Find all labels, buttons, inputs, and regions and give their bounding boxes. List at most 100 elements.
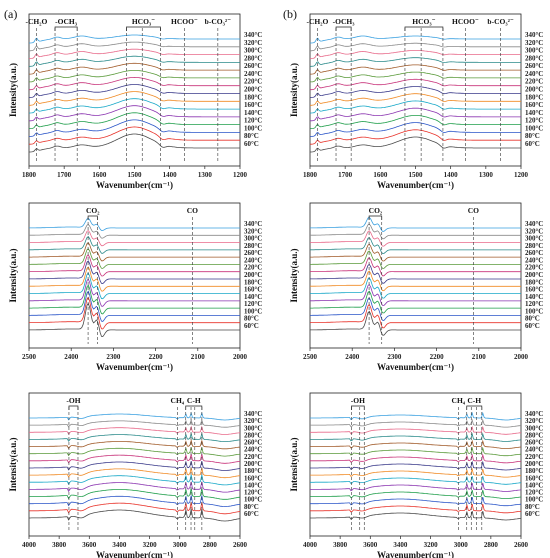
legend-label: 220°C bbox=[525, 453, 543, 461]
spectrum-line bbox=[309, 100, 521, 114]
legend-label: 220°C bbox=[244, 78, 262, 86]
legend-label: 320°C bbox=[525, 39, 543, 47]
spectrum-line bbox=[29, 41, 240, 52]
spectrum-line bbox=[310, 42, 521, 52]
legend-label: 60°C bbox=[525, 322, 540, 330]
legend-label: 180°C bbox=[525, 278, 543, 286]
x-tick-label: 1400 bbox=[163, 171, 178, 179]
legend-label: 80°C bbox=[244, 132, 259, 140]
spectrum-line bbox=[310, 460, 522, 471]
spectrum-line bbox=[29, 266, 240, 292]
spectrum-line bbox=[310, 216, 521, 232]
legend-label: 200°C bbox=[525, 86, 543, 94]
spectrum-line bbox=[310, 115, 521, 129]
annotation-bracket bbox=[351, 405, 365, 410]
spectrum-line bbox=[310, 78, 521, 91]
annotation-label: HCO₃⁻ bbox=[412, 17, 435, 26]
x-tick-label: 3800 bbox=[333, 541, 348, 549]
annotation-bracket bbox=[368, 215, 383, 220]
legend-label: 120°C bbox=[244, 300, 262, 308]
x-tick-label: 1200 bbox=[514, 171, 529, 179]
annotation-bracket bbox=[185, 405, 203, 410]
legend-label: 160°C bbox=[525, 286, 543, 294]
x-tick-label: 3000 bbox=[454, 541, 469, 549]
legend-label: 300°C bbox=[244, 235, 262, 243]
spectrum-line bbox=[29, 260, 240, 285]
legend-label: 180°C bbox=[525, 93, 543, 101]
legend-label: 220°C bbox=[244, 453, 262, 461]
legend-label: 120°C bbox=[525, 300, 543, 308]
annotation-label: CO bbox=[468, 206, 479, 215]
spectrum-line bbox=[310, 284, 521, 306]
legend-label: 280°C bbox=[244, 54, 262, 62]
annotation-label: C-H bbox=[467, 396, 481, 405]
legend-label: 200°C bbox=[525, 271, 543, 279]
spectrum-line bbox=[309, 50, 521, 59]
legend-label: 140°C bbox=[525, 293, 543, 301]
annotation-bracket bbox=[404, 26, 444, 31]
legend-label: 80°C bbox=[525, 503, 540, 511]
annotation-label: -OH bbox=[351, 396, 365, 405]
x-tick-label: 1300 bbox=[479, 171, 494, 179]
legend-label: 220°C bbox=[525, 264, 543, 272]
legend-label: 300°C bbox=[525, 235, 543, 243]
annotation-label: CH₄ bbox=[171, 396, 185, 405]
spectrum-line bbox=[29, 302, 240, 338]
annotation-bracket bbox=[87, 215, 98, 220]
legend-label: 100°C bbox=[244, 307, 262, 315]
x-tick-label: 2400 bbox=[64, 353, 79, 361]
legend-label: 340°C bbox=[525, 220, 543, 228]
spectrum-line bbox=[310, 432, 522, 442]
legend-label: 280°C bbox=[244, 431, 262, 439]
legend-label: 200°C bbox=[244, 271, 262, 279]
spectrum-line bbox=[310, 482, 522, 492]
annotation-label: -OCH₃ bbox=[333, 17, 356, 26]
spectrum-line bbox=[28, 98, 240, 114]
spectrum-line bbox=[310, 35, 521, 44]
legend-label: 60°C bbox=[244, 140, 259, 148]
x-tick-label: 1500 bbox=[128, 171, 143, 179]
legend-label: 300°C bbox=[525, 47, 543, 55]
spectrum-line bbox=[29, 217, 240, 231]
legend-label: 60°C bbox=[525, 140, 540, 148]
legend-label: 300°C bbox=[525, 424, 543, 432]
spectrum-line bbox=[29, 438, 241, 450]
legend-label: 140°C bbox=[525, 481, 543, 489]
legend-label: 280°C bbox=[244, 242, 262, 250]
legend-label: 340°C bbox=[244, 31, 262, 39]
spectrum-line bbox=[310, 290, 521, 314]
plot-frame bbox=[309, 392, 522, 537]
legend-label: 200°C bbox=[244, 460, 262, 468]
spectrum-line bbox=[310, 136, 521, 153]
legend-label: 340°C bbox=[525, 410, 543, 418]
spectrum-line bbox=[29, 290, 240, 322]
y-axis-label: Intensity(a.u.) bbox=[8, 437, 18, 491]
spectrum-line bbox=[29, 248, 240, 269]
spectrum-line bbox=[29, 119, 240, 137]
spectrum-line bbox=[29, 467, 241, 479]
annotation-label: b-CO₃²⁻ bbox=[487, 17, 513, 26]
spectrum-line bbox=[310, 122, 521, 137]
annotation-label: -OCH₃ bbox=[55, 17, 78, 26]
spectrum-line bbox=[29, 236, 240, 254]
spectrum-line bbox=[309, 57, 521, 67]
spectrum-line bbox=[310, 475, 522, 485]
legend-label: 60°C bbox=[244, 510, 259, 518]
chart-panel: 1800 1700 1600 1500 1400 1300 1200 Wavenumber(c… bbox=[289, 13, 543, 190]
legend-label: 120°C bbox=[525, 117, 543, 125]
spectrum-line bbox=[29, 502, 241, 515]
x-tick-label: 2600 bbox=[233, 541, 248, 549]
legend-label: 240°C bbox=[525, 256, 543, 264]
legend-label: 60°C bbox=[244, 322, 259, 330]
x-tick-label: 2800 bbox=[484, 541, 499, 549]
legend-label: 340°C bbox=[525, 31, 543, 39]
legend-label: 260°C bbox=[244, 249, 262, 257]
spectrum-line bbox=[29, 460, 241, 471]
x-tick-label: 2800 bbox=[203, 541, 218, 549]
legend-label: 100°C bbox=[244, 124, 262, 132]
spectrum-line bbox=[310, 489, 522, 499]
legend-label: 200°C bbox=[525, 460, 543, 468]
x-tick-label: 3000 bbox=[173, 541, 188, 549]
legend-label: 120°C bbox=[244, 489, 262, 497]
